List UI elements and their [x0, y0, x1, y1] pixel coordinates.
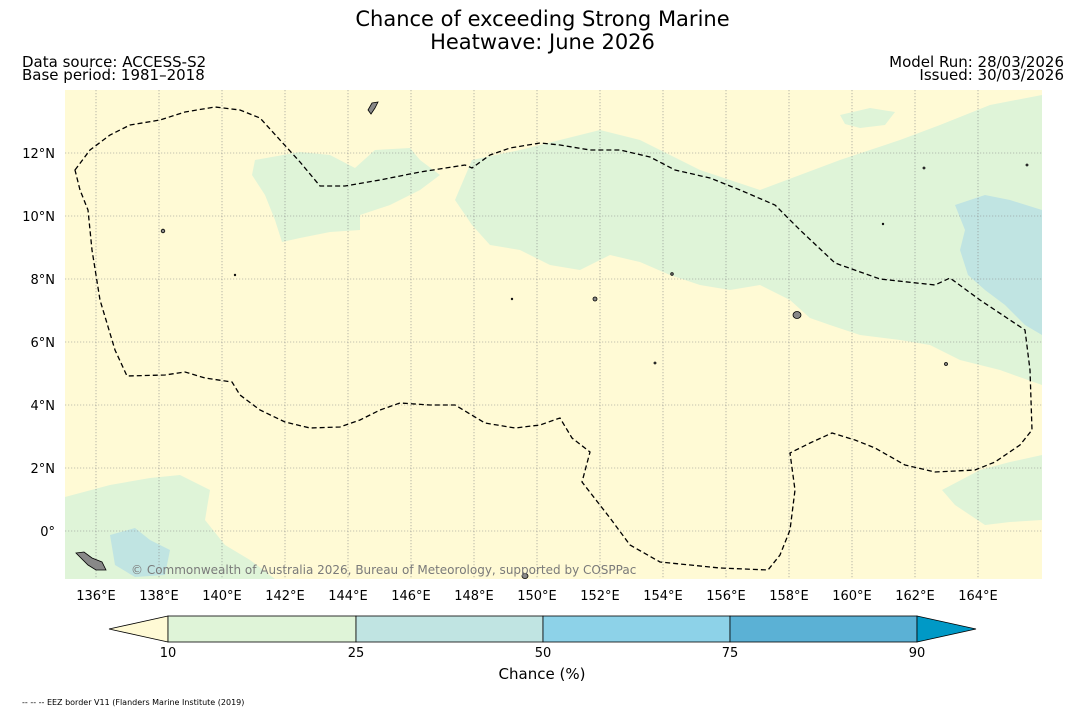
colorbar-label-25: 25 — [348, 646, 365, 661]
colorbar: 10 25 50 75 90 Chance (%) — [108, 615, 977, 683]
lon-label-160: 160°E — [832, 589, 872, 604]
lat-label-2n: 2°N — [31, 462, 56, 477]
footnote: -- -- -- EEZ border V11 (Flanders Marine… — [22, 698, 245, 707]
data-source-label: Data source: ACCESS-S2 — [22, 53, 207, 71]
lat-label-6n: 6°N — [31, 336, 56, 351]
lon-label-154: 154°E — [643, 589, 683, 604]
probability-region-10-25-southeast — [942, 455, 1042, 525]
copyright-text: © Commonwealth of Australia 2026, Bureau… — [131, 563, 636, 577]
colorbar-segment-50-75 — [542, 615, 731, 643]
colorbar-low-extension — [108, 615, 169, 643]
lon-label-136: 136°E — [76, 589, 116, 604]
lon-label-164: 164°E — [958, 589, 998, 604]
islet-5 — [653, 361, 657, 365]
lat-label-0: 0° — [40, 525, 55, 540]
map-title: Chance of exceeding Strong Marine Heatwa… — [355, 7, 730, 54]
islet-2 — [592, 296, 598, 302]
island-south — [521, 573, 529, 579]
islet-9 — [233, 273, 237, 277]
colorbar-title: Chance (%) — [499, 665, 586, 683]
probability-region-25-50-southwest — [110, 528, 170, 577]
lon-label-158: 158°E — [769, 589, 809, 604]
colorbar-label-90: 90 — [909, 646, 926, 661]
lon-label-152: 152°E — [580, 589, 620, 604]
lon-label-142: 142°E — [265, 589, 305, 604]
islet-7 — [1025, 163, 1029, 167]
probability-region-10-25-northwest — [252, 148, 440, 242]
meta-right: Model Run: 28/03/2026 Issued: 30/03/2026 — [889, 53, 1064, 84]
lon-label-162: 162°E — [895, 589, 935, 604]
lon-label-156: 156°E — [706, 589, 746, 604]
issued-label: Issued: 30/03/2026 — [919, 66, 1064, 84]
eez-border — [74, 106, 1033, 571]
latitude-labels: 0° 2°N 4°N 6°N 8°N 10°N 12°N — [22, 147, 55, 540]
lon-label-140: 140°E — [202, 589, 242, 604]
graticule — [65, 90, 1042, 579]
lon-label-144: 144°E — [328, 589, 368, 604]
colorbar-segment-25-50 — [355, 615, 544, 643]
lon-label-138: 138°E — [139, 589, 179, 604]
longitude-labels: 136°E 138°E 140°E 142°E 144°E 146°E 148°… — [76, 589, 998, 604]
lat-label-4n: 4°N — [31, 399, 56, 414]
colorbar-label-50: 50 — [535, 646, 552, 661]
islet-10 — [881, 222, 885, 226]
colorbar-label-10: 10 — [160, 646, 177, 661]
colorbar-segment-10-25 — [167, 615, 357, 643]
colorbar-high-extension — [916, 615, 977, 643]
islet-6 — [922, 166, 926, 170]
map-area: © Commonwealth of Australia 2026, Bureau… — [65, 90, 1042, 579]
lon-label-148: 148°E — [454, 589, 494, 604]
island-east — [792, 311, 802, 319]
island-southwest — [75, 551, 107, 571]
model-run-label: Model Run: 28/03/2026 — [889, 53, 1064, 71]
lat-label-12n: 12°N — [22, 147, 55, 162]
probability-region-25-50-east — [955, 195, 1042, 335]
meta-left: Data source: ACCESS-S2 Base period: 1981… — [22, 53, 207, 84]
island-north — [367, 101, 379, 115]
base-period-label: Base period: 1981–2018 — [22, 66, 205, 84]
probability-region-10-25-northeast — [455, 95, 1042, 385]
lon-label-146: 146°E — [391, 589, 431, 604]
lat-label-10n: 10°N — [22, 210, 55, 225]
colorbar-segment-75-90 — [729, 615, 918, 643]
islet-4 — [944, 362, 948, 366]
islet-3 — [670, 272, 674, 276]
probability-region-10-25-islet — [840, 108, 895, 128]
lat-label-8n: 8°N — [31, 273, 56, 288]
islands — [75, 101, 1029, 579]
islet-8 — [510, 297, 514, 301]
colorbar-label-75: 75 — [722, 646, 739, 661]
lon-label-150: 150°E — [517, 589, 557, 604]
islet-1 — [160, 228, 166, 234]
